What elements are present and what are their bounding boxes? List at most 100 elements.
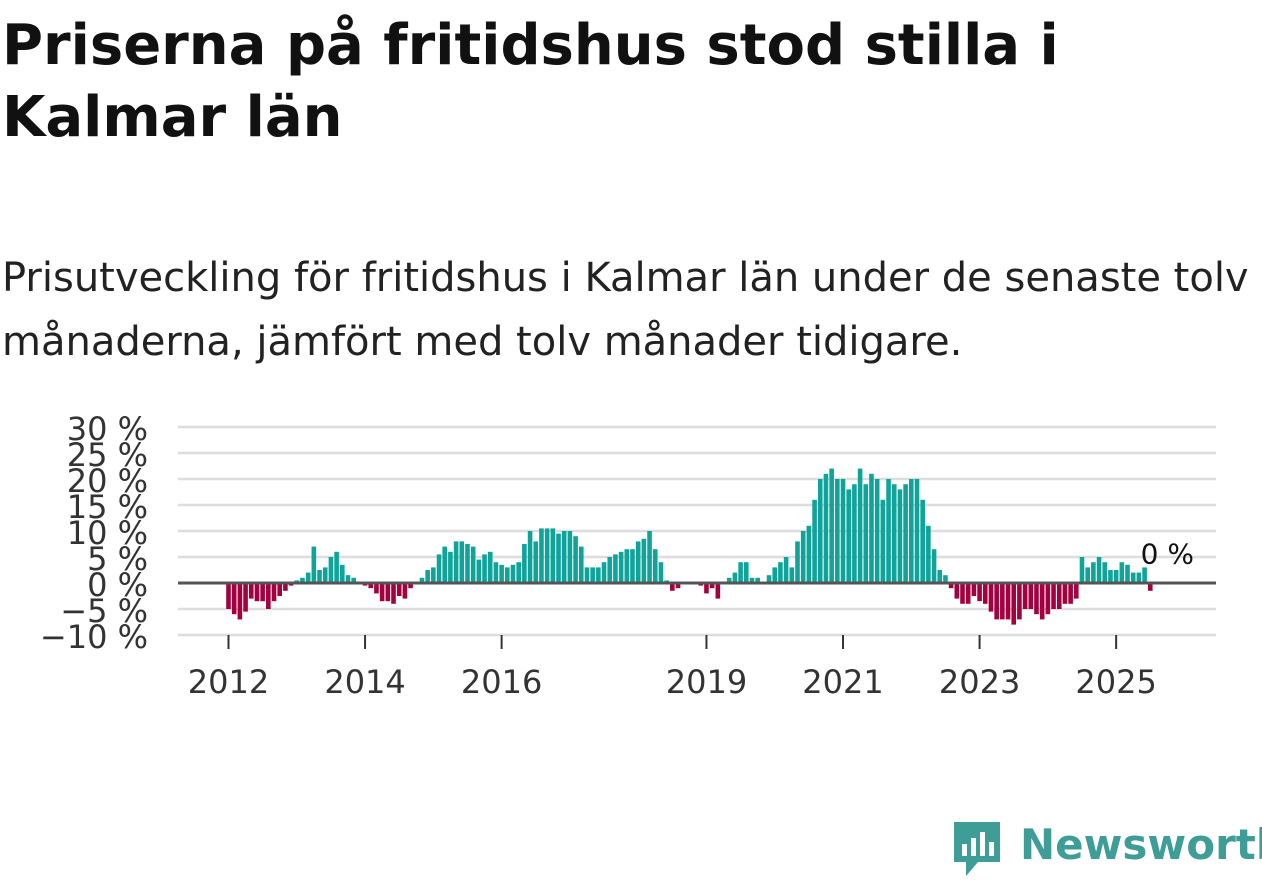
bar [829, 468, 834, 583]
bar [977, 583, 982, 602]
bar [670, 583, 675, 591]
bar [1102, 562, 1108, 583]
bar [715, 583, 721, 599]
bar [1068, 583, 1073, 604]
bar [305, 572, 311, 583]
bar [926, 525, 931, 583]
bar [351, 577, 356, 583]
bar [886, 479, 891, 583]
bar [237, 583, 243, 620]
bar [635, 541, 641, 583]
bar [482, 554, 487, 583]
last-value-annotation: 0 % [1141, 537, 1194, 570]
bar [806, 525, 812, 583]
bar [465, 544, 470, 583]
bar [965, 583, 971, 604]
bar [937, 570, 943, 583]
bar [1039, 583, 1045, 620]
bar [510, 564, 516, 583]
bar [783, 557, 789, 583]
page-title: Priserna på fritidshus stod stilla i Kal… [2, 13, 1059, 150]
bar [743, 562, 749, 583]
newsworthy-logo: Newsworthy [950, 818, 1262, 878]
x-tick-label: 2012 [188, 663, 269, 700]
bar [1051, 583, 1056, 609]
bar [658, 562, 664, 583]
bar [470, 546, 476, 583]
bar [943, 575, 948, 583]
x-tick-label: 2023 [939, 663, 1020, 700]
y-tick-label: 30 % [67, 410, 148, 448]
bar [266, 583, 271, 609]
bars [226, 468, 1153, 625]
bar [431, 567, 436, 583]
bar [573, 536, 578, 583]
bar [909, 479, 914, 583]
bar [317, 570, 322, 583]
bar [334, 551, 339, 583]
bar [726, 577, 732, 583]
bar [1045, 583, 1051, 615]
bar [778, 562, 783, 583]
bar [260, 583, 265, 602]
bar [544, 528, 550, 583]
bar [800, 531, 806, 583]
bar [408, 583, 413, 589]
bar [641, 538, 647, 583]
bar [897, 489, 903, 583]
bar [1028, 583, 1034, 609]
x-tick-label: 2014 [324, 663, 405, 700]
bar [647, 531, 652, 583]
bar [982, 583, 988, 604]
bar [402, 583, 408, 599]
bar [1136, 572, 1142, 583]
bar [283, 583, 288, 591]
bar [1017, 583, 1022, 620]
bar [442, 546, 448, 583]
bar [453, 541, 459, 583]
bar [1096, 557, 1102, 583]
bar [527, 531, 533, 583]
bar [1142, 567, 1147, 583]
bar [476, 559, 482, 583]
bar [755, 577, 760, 583]
bar [1119, 562, 1125, 583]
bar [852, 484, 857, 583]
bar [1113, 570, 1119, 583]
bar [396, 583, 402, 596]
gridlines [178, 425, 1216, 637]
bar [652, 549, 658, 583]
bar [300, 577, 305, 583]
chart-subtitle: Prisutveckling för fritidshus i Kalmar l… [2, 255, 1249, 365]
bar [368, 583, 374, 589]
bar [539, 528, 544, 583]
bar [578, 546, 584, 583]
y-tick-label: 15 % [67, 488, 148, 526]
bar [248, 583, 254, 599]
bar [630, 549, 635, 583]
y-tick-label: 25 % [67, 436, 148, 474]
bar [556, 533, 561, 583]
bar [1074, 583, 1079, 599]
bar [601, 562, 607, 583]
x-tick-label: 2019 [666, 663, 747, 700]
y-tick-label: 20 % [67, 462, 148, 500]
bar [738, 562, 743, 583]
bar [385, 583, 391, 602]
bar [328, 557, 334, 583]
bar [436, 554, 442, 583]
bar [311, 546, 317, 583]
bar [1079, 557, 1085, 583]
bar [624, 549, 630, 583]
bar [459, 541, 465, 583]
bar [857, 468, 863, 583]
y-tick-label: −5 % [60, 592, 148, 630]
bar [732, 572, 738, 583]
bar [322, 567, 328, 583]
bar [1091, 562, 1096, 583]
bar [226, 583, 231, 609]
labels: 30 %25 %20 %15 %10 %5 %0 %−5 %−10 %2012 2… [40, 410, 1194, 700]
bar [567, 531, 573, 583]
bar [1000, 583, 1005, 620]
bar [607, 557, 613, 583]
